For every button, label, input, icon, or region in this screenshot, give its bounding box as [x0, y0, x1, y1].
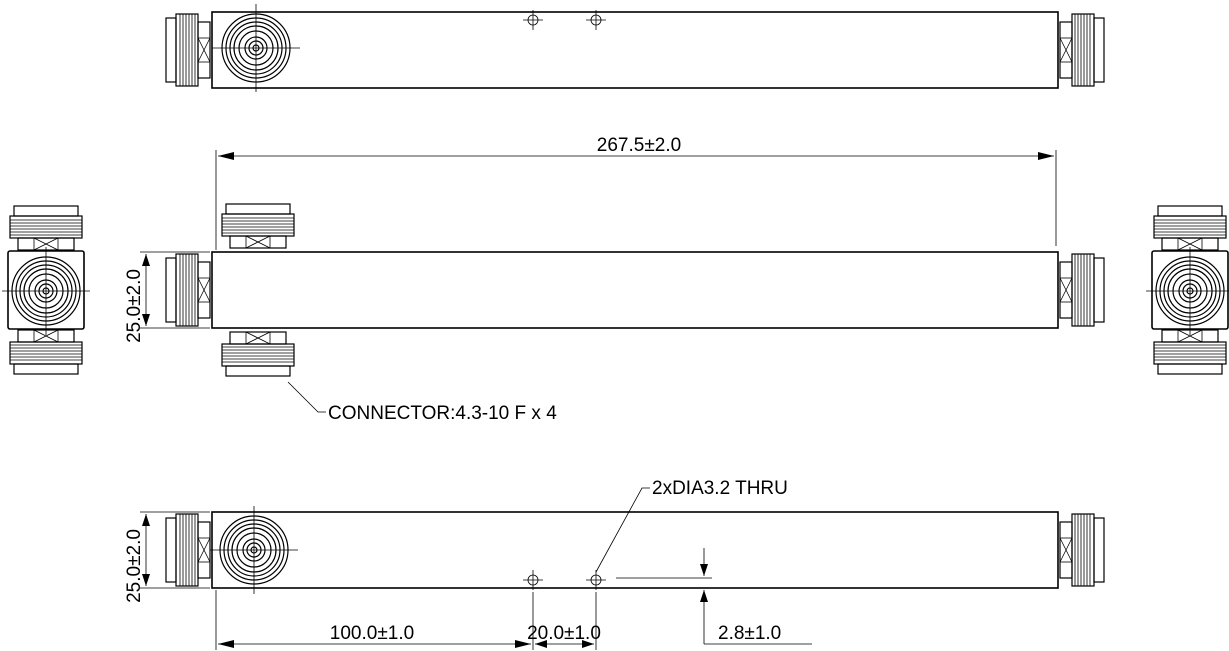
bottom-hole-1-icon [522, 569, 544, 591]
height-dimension-bottom: 25.0±2.0 [124, 529, 145, 603]
right-side-face-icon [1145, 246, 1229, 336]
hole-spacing-dimension: 20.0±1.0 [527, 623, 601, 644]
right-side-view [1145, 205, 1229, 375]
front-right-connector [1059, 253, 1105, 327]
front-view: 267.5±2.0 25.0±2.0 CONNECTOR:4.3-10 F x … [124, 135, 1105, 424]
left-side-view [1, 205, 91, 375]
top-connector-face-icon [211, 3, 301, 93]
front-top-connector [221, 203, 295, 249]
connector-callout: CONNECTOR:4.3-10 F x 4 [328, 403, 557, 424]
bottom-right-connector [1059, 513, 1105, 587]
top-hole-1-icon [522, 9, 544, 31]
bottom-connector-face-icon [209, 505, 299, 595]
top-view [165, 3, 1105, 93]
left-side-top-connector [9, 205, 83, 251]
left-side-face-icon [1, 246, 91, 336]
length-dimension: 267.5±2.0 [597, 135, 681, 156]
bottom-hole-2-icon [585, 569, 607, 591]
right-side-bottom-connector [1153, 329, 1227, 375]
top-view-body [211, 11, 1059, 89]
hole-offset-dimension: 100.0±1.0 [330, 623, 414, 644]
bottom-view: 25.0±2.0 2xDIA3.2 THRU 2.8±1.0 100.0±1.0… [124, 478, 1105, 650]
front-view-body [211, 251, 1059, 329]
front-left-connector [165, 253, 211, 327]
left-side-bottom-connector [9, 329, 83, 375]
top-hole-2-icon [585, 9, 607, 31]
right-side-top-connector [1153, 205, 1227, 251]
hole-height-dimension: 2.8±1.0 [718, 623, 781, 644]
height-dimension-front: 25.0±2.0 [124, 269, 145, 343]
front-bottom-connector [221, 331, 295, 377]
bottom-view-body [211, 511, 1059, 589]
bottom-left-connector [165, 513, 211, 587]
top-right-connector [1059, 13, 1105, 87]
top-left-connector [165, 13, 211, 87]
holes-callout: 2xDIA3.2 THRU [652, 478, 788, 499]
